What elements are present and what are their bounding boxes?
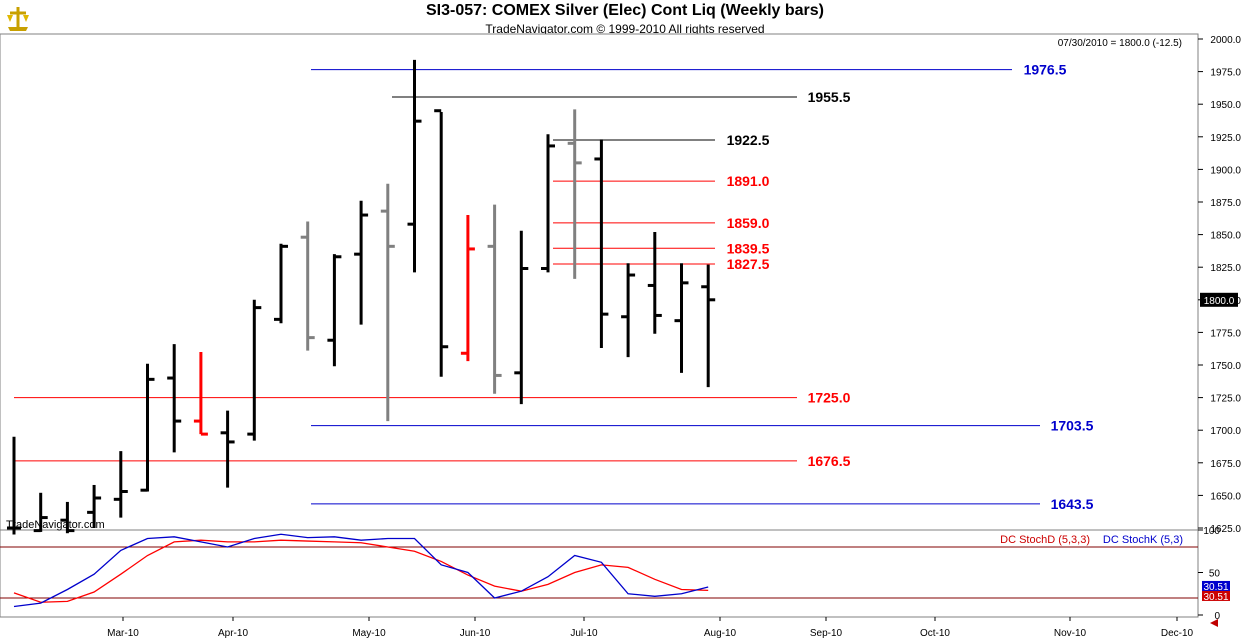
level-label: 1839.5 — [727, 240, 770, 256]
price-tick-label: 1775.0 — [1210, 328, 1241, 339]
ohlc-bars — [7, 59, 716, 535]
stochd-value-tag — [1202, 590, 1230, 601]
last-price-tag-label: 1800.0 — [1204, 296, 1235, 307]
price-axis: 1625.0 1650.0 1675.0 1700.0 1725.0 1750.0 1775… — [1198, 35, 1241, 535]
price-tick-label: 1625.0 — [1210, 524, 1241, 535]
level-label: 1643.5 — [1051, 496, 1094, 512]
price-tick-label: 2000.0 — [1210, 35, 1241, 46]
watermark: TradeNavigator.com — [6, 519, 105, 531]
price-tick-label: 1900.0 — [1210, 165, 1241, 176]
legend-stochd: DC StochD (5,3,3) — [1000, 534, 1090, 546]
stochd-value-label: 30.51 — [1203, 592, 1228, 603]
date-axis: Mar-10 Apr-10 May-10 Jun-10 Jul-10 Aug-10 Sep-… — [107, 617, 1194, 639]
date-tick-label: Nov-10 — [1054, 628, 1087, 639]
stoch-line — [13, 539, 709, 603]
date-tick-label: Oct-10 — [920, 628, 950, 639]
stoch-tick-label: 100 — [1203, 526, 1220, 537]
stochastic-panel-frame — [0, 529, 1199, 618]
legend-stochk: DC StochK (5,3) — [1103, 534, 1183, 546]
price-tick-label: 1750.0 — [1210, 361, 1241, 372]
date-tick-label: Aug-10 — [704, 628, 737, 639]
price-tick-label: 1850.0 — [1210, 231, 1241, 242]
last-price-tag — [1200, 292, 1238, 307]
date-tick-label: Sep-10 — [810, 628, 843, 639]
copyright-subtitle: TradeNavigator.com © 1999-2010 All right… — [485, 22, 765, 36]
price-tick-label: 1875.0 — [1210, 198, 1241, 209]
price-tick-label: 1825.0 — [1210, 263, 1241, 274]
date-tick-label: Mar-10 — [107, 628, 139, 639]
price-tick-label: 1700.0 — [1210, 426, 1241, 437]
price-panel-frame — [0, 33, 1199, 531]
price-tick-label: 1975.0 — [1210, 68, 1241, 79]
price-tick-label: 1950.0 — [1210, 100, 1241, 111]
stoch-tick-label: 50 — [1209, 569, 1221, 580]
level-label: 1976.5 — [1024, 62, 1067, 78]
stoch-tick-label: 0 — [1214, 611, 1220, 622]
date-tick-label: Dec-10 — [1161, 628, 1194, 639]
price-tick-label: 1650.0 — [1210, 491, 1241, 502]
level-label: 1922.5 — [727, 132, 770, 148]
tradenavigator-logo — [7, 7, 29, 31]
level-label: 1955.5 — [808, 89, 851, 105]
price-tick-label: 1675.0 — [1210, 459, 1241, 470]
level-label: 1859.0 — [727, 215, 770, 231]
level-label: 1725.0 — [808, 390, 851, 406]
level-label: 1827.5 — [727, 256, 770, 272]
last-price-info: 07/30/2010 = 1800.0 (-12.5) — [1058, 38, 1182, 49]
chart-title: SI3-057: COMEX Silver (Elec) Cont Liq (W… — [425, 2, 825, 19]
date-tick-label: Apr-10 — [218, 628, 248, 639]
price-levels: 1976.5 1955.5 1922.5 1891.0 1859.0 1839.51827… — [14, 62, 1094, 512]
stochk-value-label: 30.51 — [1203, 582, 1228, 593]
level-label: 1703.5 — [1051, 418, 1094, 434]
level-label: 1891.0 — [727, 173, 770, 189]
stochk-value-tag — [1202, 580, 1230, 591]
scroll-arrow-icon — [1210, 619, 1218, 627]
date-tick-label: May-10 — [352, 628, 386, 639]
date-tick-label: Jul-10 — [570, 628, 598, 639]
price-tick-label: 1925.0 — [1210, 133, 1241, 144]
date-tick-label: Jun-10 — [460, 628, 491, 639]
stoch-line — [13, 533, 709, 608]
level-label: 1676.5 — [808, 453, 851, 469]
price-tick-label: 1725.0 — [1210, 394, 1241, 405]
